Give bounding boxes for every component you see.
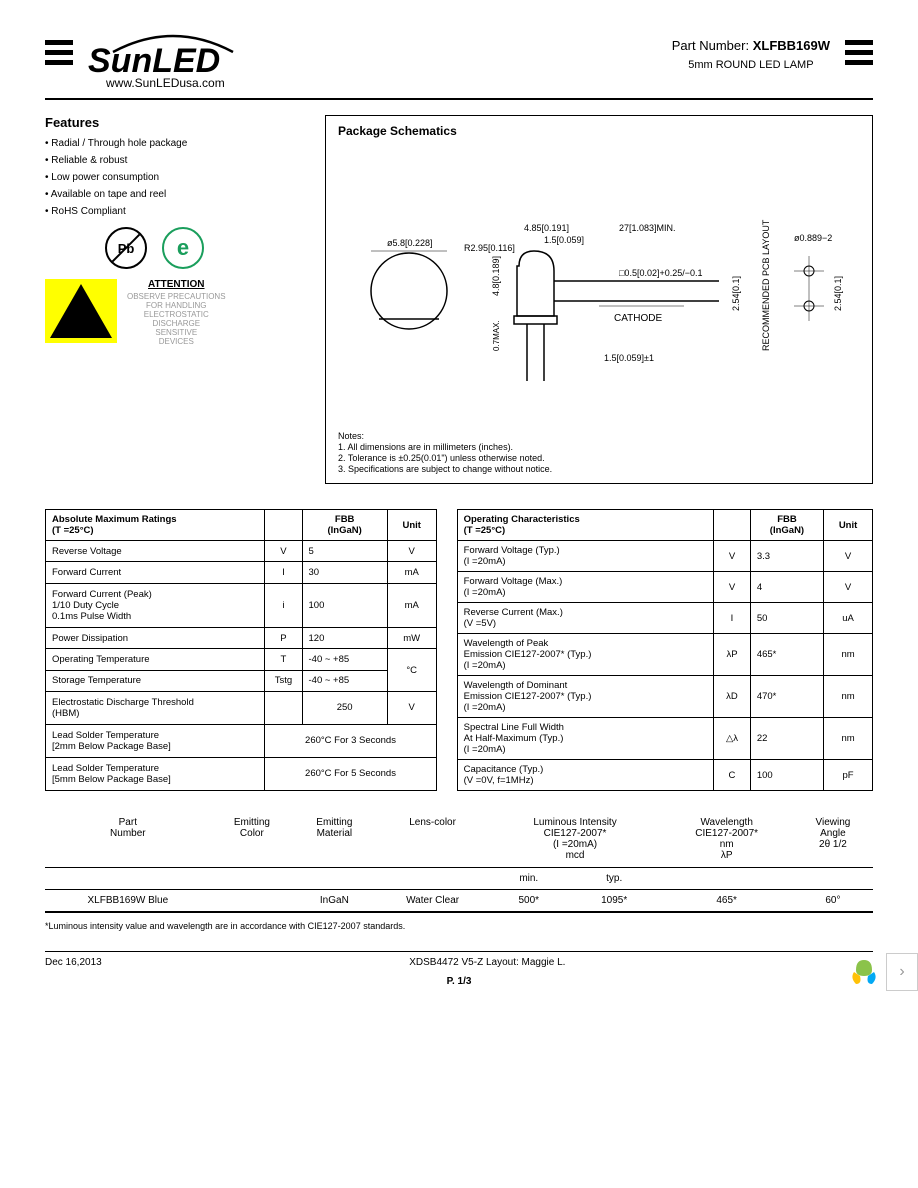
bottom-nav: ›: [844, 952, 918, 992]
svg-text:SunLED: SunLED: [88, 42, 220, 78]
logo: SunLED www.SunLEDusa.com: [88, 30, 258, 90]
findchips-icon: [844, 952, 884, 992]
table-row: Reverse VoltageV5V: [46, 541, 437, 562]
feature-item: Available on tape and reel: [45, 189, 305, 200]
svg-text:1.5[0.059]: 1.5[0.059]: [544, 235, 584, 245]
svg-text:2.54[0.1]: 2.54[0.1]: [833, 276, 843, 311]
table-row: Storage TemperatureTstg-40 ~ +85: [46, 670, 437, 691]
table-row: Forward Voltage (Typ.) (I =20mA)V3.3V: [457, 541, 872, 572]
footer-date: Dec 16,2013: [45, 957, 102, 968]
footnote: *Luminous intensity value and wavelength…: [45, 921, 873, 931]
table-row: Lead Solder Temperature [5mm Below Packa…: [46, 757, 437, 790]
header-left: SunLED www.SunLEDusa.com: [45, 30, 258, 90]
menu-icon-right[interactable]: [845, 40, 873, 65]
header-right: Part Number: XLFBB169W 5mm ROUND LED LAM…: [672, 30, 873, 71]
summary-table: Part Number Emitting Color Emitting Mate…: [45, 811, 873, 913]
table-row: Wavelength of Peak Emission CIE127-2007*…: [457, 634, 872, 676]
op-char-table: Operating Characteristics(T =25°C) FBB(I…: [457, 509, 873, 791]
part-number: Part Number: XLFBB169W: [672, 38, 830, 53]
nav-next-button[interactable]: ›: [886, 953, 918, 991]
svg-text:ø0.889−2: ø0.889−2: [794, 233, 832, 243]
table-row: Capacitance (Typ.) (V =0V, f=1MHz)C100pF: [457, 760, 872, 791]
abs-max-table: Absolute Maximum Ratings(T =25°C) FBB(In…: [45, 509, 437, 791]
attention-block: ATTENTION OBSERVE PRECAUTIONS FOR HANDLI…: [45, 279, 305, 346]
svg-text:RECOMMENDED PCB LAYOUT: RECOMMENDED PCB LAYOUT: [761, 219, 771, 351]
attention-title: ATTENTION: [127, 279, 226, 290]
table-row: Lead Solder Temperature [2mm Below Packa…: [46, 724, 437, 757]
svg-text:4.85[0.191]: 4.85[0.191]: [524, 223, 569, 233]
rohs-icon: e: [162, 227, 204, 269]
feature-item: Low power consumption: [45, 172, 305, 183]
schematic-notes: Notes: 1. All dimensions are in millimet…: [338, 431, 860, 474]
table-row: Electrostatic Discharge Threshold (HBM)2…: [46, 692, 437, 725]
svg-text:CATHODE: CATHODE: [614, 313, 662, 324]
esd-warning-icon: [45, 279, 117, 343]
page-number: P. 1/3: [45, 976, 873, 987]
table-row: Spectral Line Full Width At Half-Maximum…: [457, 718, 872, 760]
svg-text:4.8[0.189]: 4.8[0.189]: [491, 256, 501, 296]
svg-text:□0.5[0.02]+0.25/−0.1: □0.5[0.02]+0.25/−0.1: [619, 268, 703, 278]
compliance-badges: Pb e: [105, 227, 305, 269]
svg-text:0.7MAX.: 0.7MAX.: [492, 320, 501, 351]
features-column: Features Radial / Through hole package R…: [45, 115, 305, 484]
features-list: Radial / Through hole package Reliable &…: [45, 138, 305, 217]
logo-url: www.SunLEDusa.com: [106, 76, 258, 90]
features-title: Features: [45, 115, 305, 130]
table-row: Power DissipationP120mW: [46, 628, 437, 649]
table-row: Forward CurrentI30mA: [46, 562, 437, 583]
feature-item: RoHS Compliant: [45, 206, 305, 217]
schematic-drawing: ø5.8[0.228] R2.95[0.116] 4.85[0.191] 1.5…: [338, 146, 860, 426]
feature-item: Reliable & robust: [45, 155, 305, 166]
footer-doc: XDSB4472 V5-Z Layout: Maggie L.: [409, 957, 565, 968]
table-row: Operating TemperatureT-40 ~ +85°C: [46, 649, 437, 670]
svg-text:ø5.8[0.228]: ø5.8[0.228]: [387, 238, 433, 248]
schematic-title: Package Schematics: [338, 124, 860, 138]
schematic-box: Package Schematics ø5.8[0.228] R2.95[0.1…: [325, 115, 873, 484]
product-description: 5mm ROUND LED LAMP: [672, 59, 830, 71]
table-row: Wavelength of Dominant Emission CIE127-2…: [457, 676, 872, 718]
pb-free-icon: Pb: [105, 227, 147, 269]
svg-text:1.5[0.059]±1: 1.5[0.059]±1: [604, 353, 654, 363]
feature-item: Radial / Through hole package: [45, 138, 305, 149]
svg-text:R2.95[0.116]: R2.95[0.116]: [464, 243, 515, 253]
table-row: Forward Voltage (Max.) (I =20mA)V4V: [457, 572, 872, 603]
svg-text:2.54[0.1]: 2.54[0.1]: [731, 276, 741, 311]
footer: Dec 16,2013 XDSB4472 V5-Z Layout: Maggie…: [45, 951, 873, 968]
menu-icon[interactable]: [45, 40, 73, 65]
table-row: Reverse Current (Max.) (V =5V)I50uA: [457, 603, 872, 634]
table-row: Forward Current (Peak) 1/10 Duty Cycle 0…: [46, 583, 437, 628]
header: SunLED www.SunLEDusa.com Part Number: XL…: [45, 30, 873, 100]
svg-text:27[1.083]MIN.: 27[1.083]MIN.: [619, 223, 676, 233]
